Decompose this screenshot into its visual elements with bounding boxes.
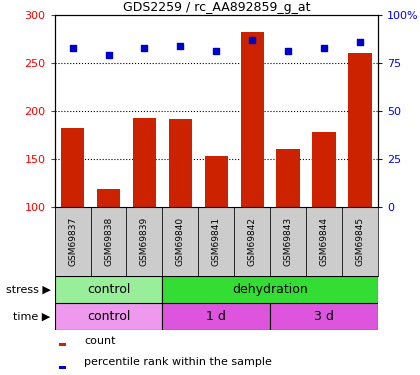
Bar (342, 207, 378, 276)
Point (357, 39, 363, 45)
Bar (306, 207, 342, 276)
Bar (241, 32, 264, 207)
Text: control: control (87, 283, 130, 296)
Text: control: control (87, 310, 130, 323)
Bar (91, 207, 126, 276)
Point (213, 48, 220, 54)
Text: percentile rank within the sample: percentile rank within the sample (84, 357, 272, 368)
Text: GSM69840: GSM69840 (176, 217, 185, 266)
Point (321, 45, 328, 51)
Text: GSM69839: GSM69839 (140, 217, 149, 266)
Text: 1 d: 1 d (206, 310, 226, 323)
Bar (163, 303, 270, 330)
Text: GSM69844: GSM69844 (320, 217, 328, 266)
Bar (55, 207, 91, 276)
Text: GSM69838: GSM69838 (104, 217, 113, 266)
Bar (205, 156, 228, 207)
Point (249, 37, 256, 43)
Bar (198, 207, 234, 276)
Bar (312, 132, 336, 207)
Point (177, 43, 184, 49)
Text: time ▶: time ▶ (13, 312, 50, 321)
Bar (169, 119, 192, 207)
Title: GDS2259 / rc_AA892859_g_at: GDS2259 / rc_AA892859_g_at (123, 1, 310, 14)
Bar (348, 53, 372, 207)
Text: GSM69845: GSM69845 (356, 217, 365, 266)
Bar (59, 343, 66, 346)
Bar (270, 303, 378, 330)
Text: count: count (84, 336, 116, 346)
Point (105, 52, 112, 58)
Text: dehydration: dehydration (232, 283, 308, 296)
Bar (163, 276, 378, 303)
Point (141, 45, 148, 51)
Bar (59, 366, 66, 369)
Bar (126, 207, 163, 276)
Point (69, 45, 76, 51)
Text: GSM69837: GSM69837 (68, 217, 77, 266)
Text: 3 d: 3 d (314, 310, 334, 323)
Bar (276, 149, 300, 207)
Bar (234, 207, 270, 276)
Bar (55, 303, 163, 330)
Bar (55, 276, 163, 303)
Bar (163, 207, 198, 276)
Text: GSM69843: GSM69843 (284, 217, 293, 266)
Bar (61, 128, 84, 207)
Bar (133, 117, 156, 207)
Text: GSM69842: GSM69842 (248, 217, 257, 266)
Point (285, 48, 291, 54)
Bar (270, 207, 306, 276)
Text: stress ▶: stress ▶ (5, 285, 50, 294)
Text: GSM69841: GSM69841 (212, 217, 221, 266)
Bar (97, 189, 120, 207)
